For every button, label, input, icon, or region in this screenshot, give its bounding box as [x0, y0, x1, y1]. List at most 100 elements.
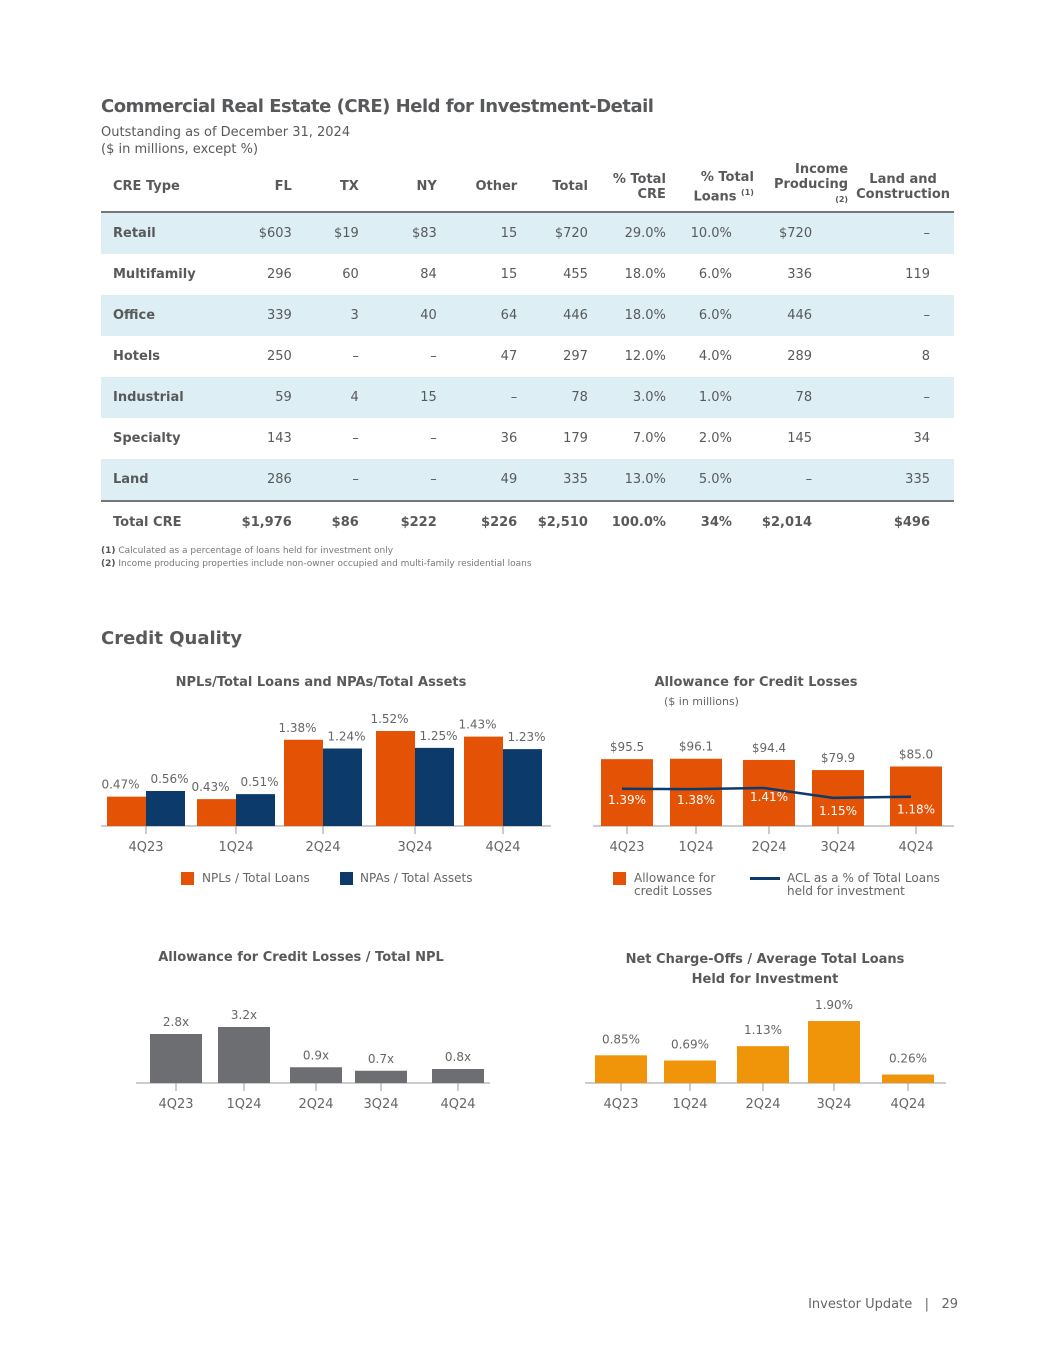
table-cell: 6.0%	[669, 295, 758, 337]
table-cell: 84	[420, 267, 437, 283]
table-cell: 49	[460, 459, 522, 502]
col-ny: NY	[382, 162, 461, 214]
table-cell: 29.0%	[591, 212, 670, 255]
table-cell: 78	[757, 377, 853, 419]
table-total-row: Total CRE $1,976 $86 $222 $226 $2,510 100.0% 34…	[101, 500, 954, 544]
bar-npl	[284, 739, 323, 826]
table-cell: 40	[382, 295, 461, 337]
table-cell: 335	[852, 459, 954, 502]
label: Income Producing	[773, 162, 849, 192]
bar-nco	[664, 1060, 716, 1083]
bar-acl-npl	[432, 1069, 484, 1083]
footer-text: Investor Update	[808, 1297, 913, 1312]
table-cell: 179	[563, 431, 588, 447]
table-cell: 7.0%	[632, 431, 666, 447]
subtitle: Outstanding as of December 31, 2024	[101, 125, 351, 140]
table-cell: Land	[101, 459, 221, 502]
table-cell: –	[430, 431, 437, 447]
bar-acl	[670, 758, 722, 826]
legend-swatch-npl	[181, 872, 194, 885]
table-cell: –	[430, 349, 437, 365]
col-other: Other	[460, 162, 522, 214]
bar-acl-npl	[355, 1070, 407, 1083]
data-label: 1.23%	[507, 730, 545, 744]
bar-nco	[595, 1055, 647, 1083]
table-row: Retail $603 $19 $83 15 $720 29.0% 10.0% $720–	[101, 212, 954, 255]
table-cell: $720	[521, 212, 592, 255]
table-cell: 250	[267, 349, 292, 365]
bar-npa	[415, 747, 454, 826]
x-tick-label: 1Q24	[678, 840, 713, 855]
table-cell: 289	[787, 349, 813, 365]
table-cell: –	[852, 212, 954, 255]
table-cell: 60	[342, 267, 359, 283]
fn-text: Calculated as a percentage of loans held…	[115, 546, 394, 556]
table-cell: 34	[913, 431, 930, 447]
bar-acl	[601, 759, 653, 826]
data-label: 0.47%	[101, 778, 139, 792]
data-label: 0.85%	[602, 1032, 640, 1046]
footnote-ref: (2)	[835, 195, 849, 204]
legend-npa: NPAs / Total Assets	[360, 871, 473, 885]
bar-npl	[107, 796, 146, 826]
data-label: 0.8x	[445, 1050, 471, 1064]
data-label: $79.9	[821, 751, 855, 765]
x-tick-label: 4Q24	[440, 1097, 475, 1112]
table-cell: 13.0%	[591, 459, 670, 502]
col-fl: FL	[220, 162, 316, 214]
data-label: 1.13%	[744, 1023, 782, 1037]
bar-npl	[197, 799, 236, 826]
table-cell: 5.0%	[669, 459, 758, 502]
data-label: 1.52%	[370, 712, 408, 726]
data-label: 2.8x	[163, 1015, 189, 1029]
bar-npl	[464, 736, 503, 826]
bar-npl	[376, 731, 415, 826]
table-cell: 339	[220, 295, 316, 337]
bar-acl-npl	[218, 1027, 270, 1083]
table-cell: $86	[315, 500, 383, 544]
data-label: 0.26%	[889, 1052, 927, 1066]
table-cell: 4	[315, 377, 383, 419]
table-cell: $1,976	[220, 500, 316, 544]
x-tick-label: 4Q24	[898, 840, 933, 855]
table-cell: Total CRE	[101, 500, 221, 544]
line-label: 1.39%	[608, 793, 646, 807]
table-cell: –	[757, 459, 853, 502]
line-label: 1.41%	[750, 790, 788, 804]
table-cell: 100.0%	[591, 500, 670, 544]
footnote-1: (1) Calculated as a percentage of loans …	[101, 546, 393, 556]
table-cell: $603	[220, 212, 316, 255]
label: % Total Loans	[693, 169, 754, 204]
bar-npa	[503, 749, 542, 826]
x-tick-label: 3Q24	[816, 1097, 851, 1112]
footnote-2: (2) Income producing properties include …	[101, 559, 532, 569]
table-cell: 3	[315, 295, 383, 337]
chart4-title: Net Charge-Offs / Average Total Loans Hel…	[585, 950, 945, 990]
x-tick-label: 3Q24	[397, 840, 432, 855]
page-number: 29	[941, 1297, 958, 1312]
table-cell: 145	[787, 431, 813, 447]
table-cell: 296	[267, 267, 292, 283]
x-tick-label: 1Q24	[226, 1097, 261, 1112]
table-cell: –	[852, 377, 954, 419]
table-cell: 2.0%	[698, 431, 732, 447]
data-label: 1.38%	[278, 721, 316, 735]
legend-line: held for investment	[787, 884, 905, 898]
line-label: 1.15%	[819, 804, 857, 818]
col-pct-cre: % Total CRE	[591, 162, 670, 214]
chart2-title: Allowance for Credit Losses	[654, 675, 858, 690]
x-tick-label: 4Q23	[158, 1097, 193, 1112]
table-cell: 10.0%	[669, 212, 758, 255]
table-row: Industrial 59 4 15–78 3.0% 1.0% 78–	[101, 377, 954, 419]
legend-line-swatch	[750, 877, 780, 880]
table-cell: –	[352, 349, 359, 365]
fn-num: (2)	[101, 559, 116, 569]
data-label: $94.4	[752, 741, 786, 755]
data-label: 0.69%	[671, 1038, 709, 1052]
chart3-title: Allowance for Credit Losses / Total NPL	[158, 950, 444, 965]
title-line: Net Charge-Offs / Average Total Loans	[625, 952, 905, 967]
data-label: 1.43%	[458, 718, 496, 732]
bar-acl-npl	[290, 1067, 342, 1083]
